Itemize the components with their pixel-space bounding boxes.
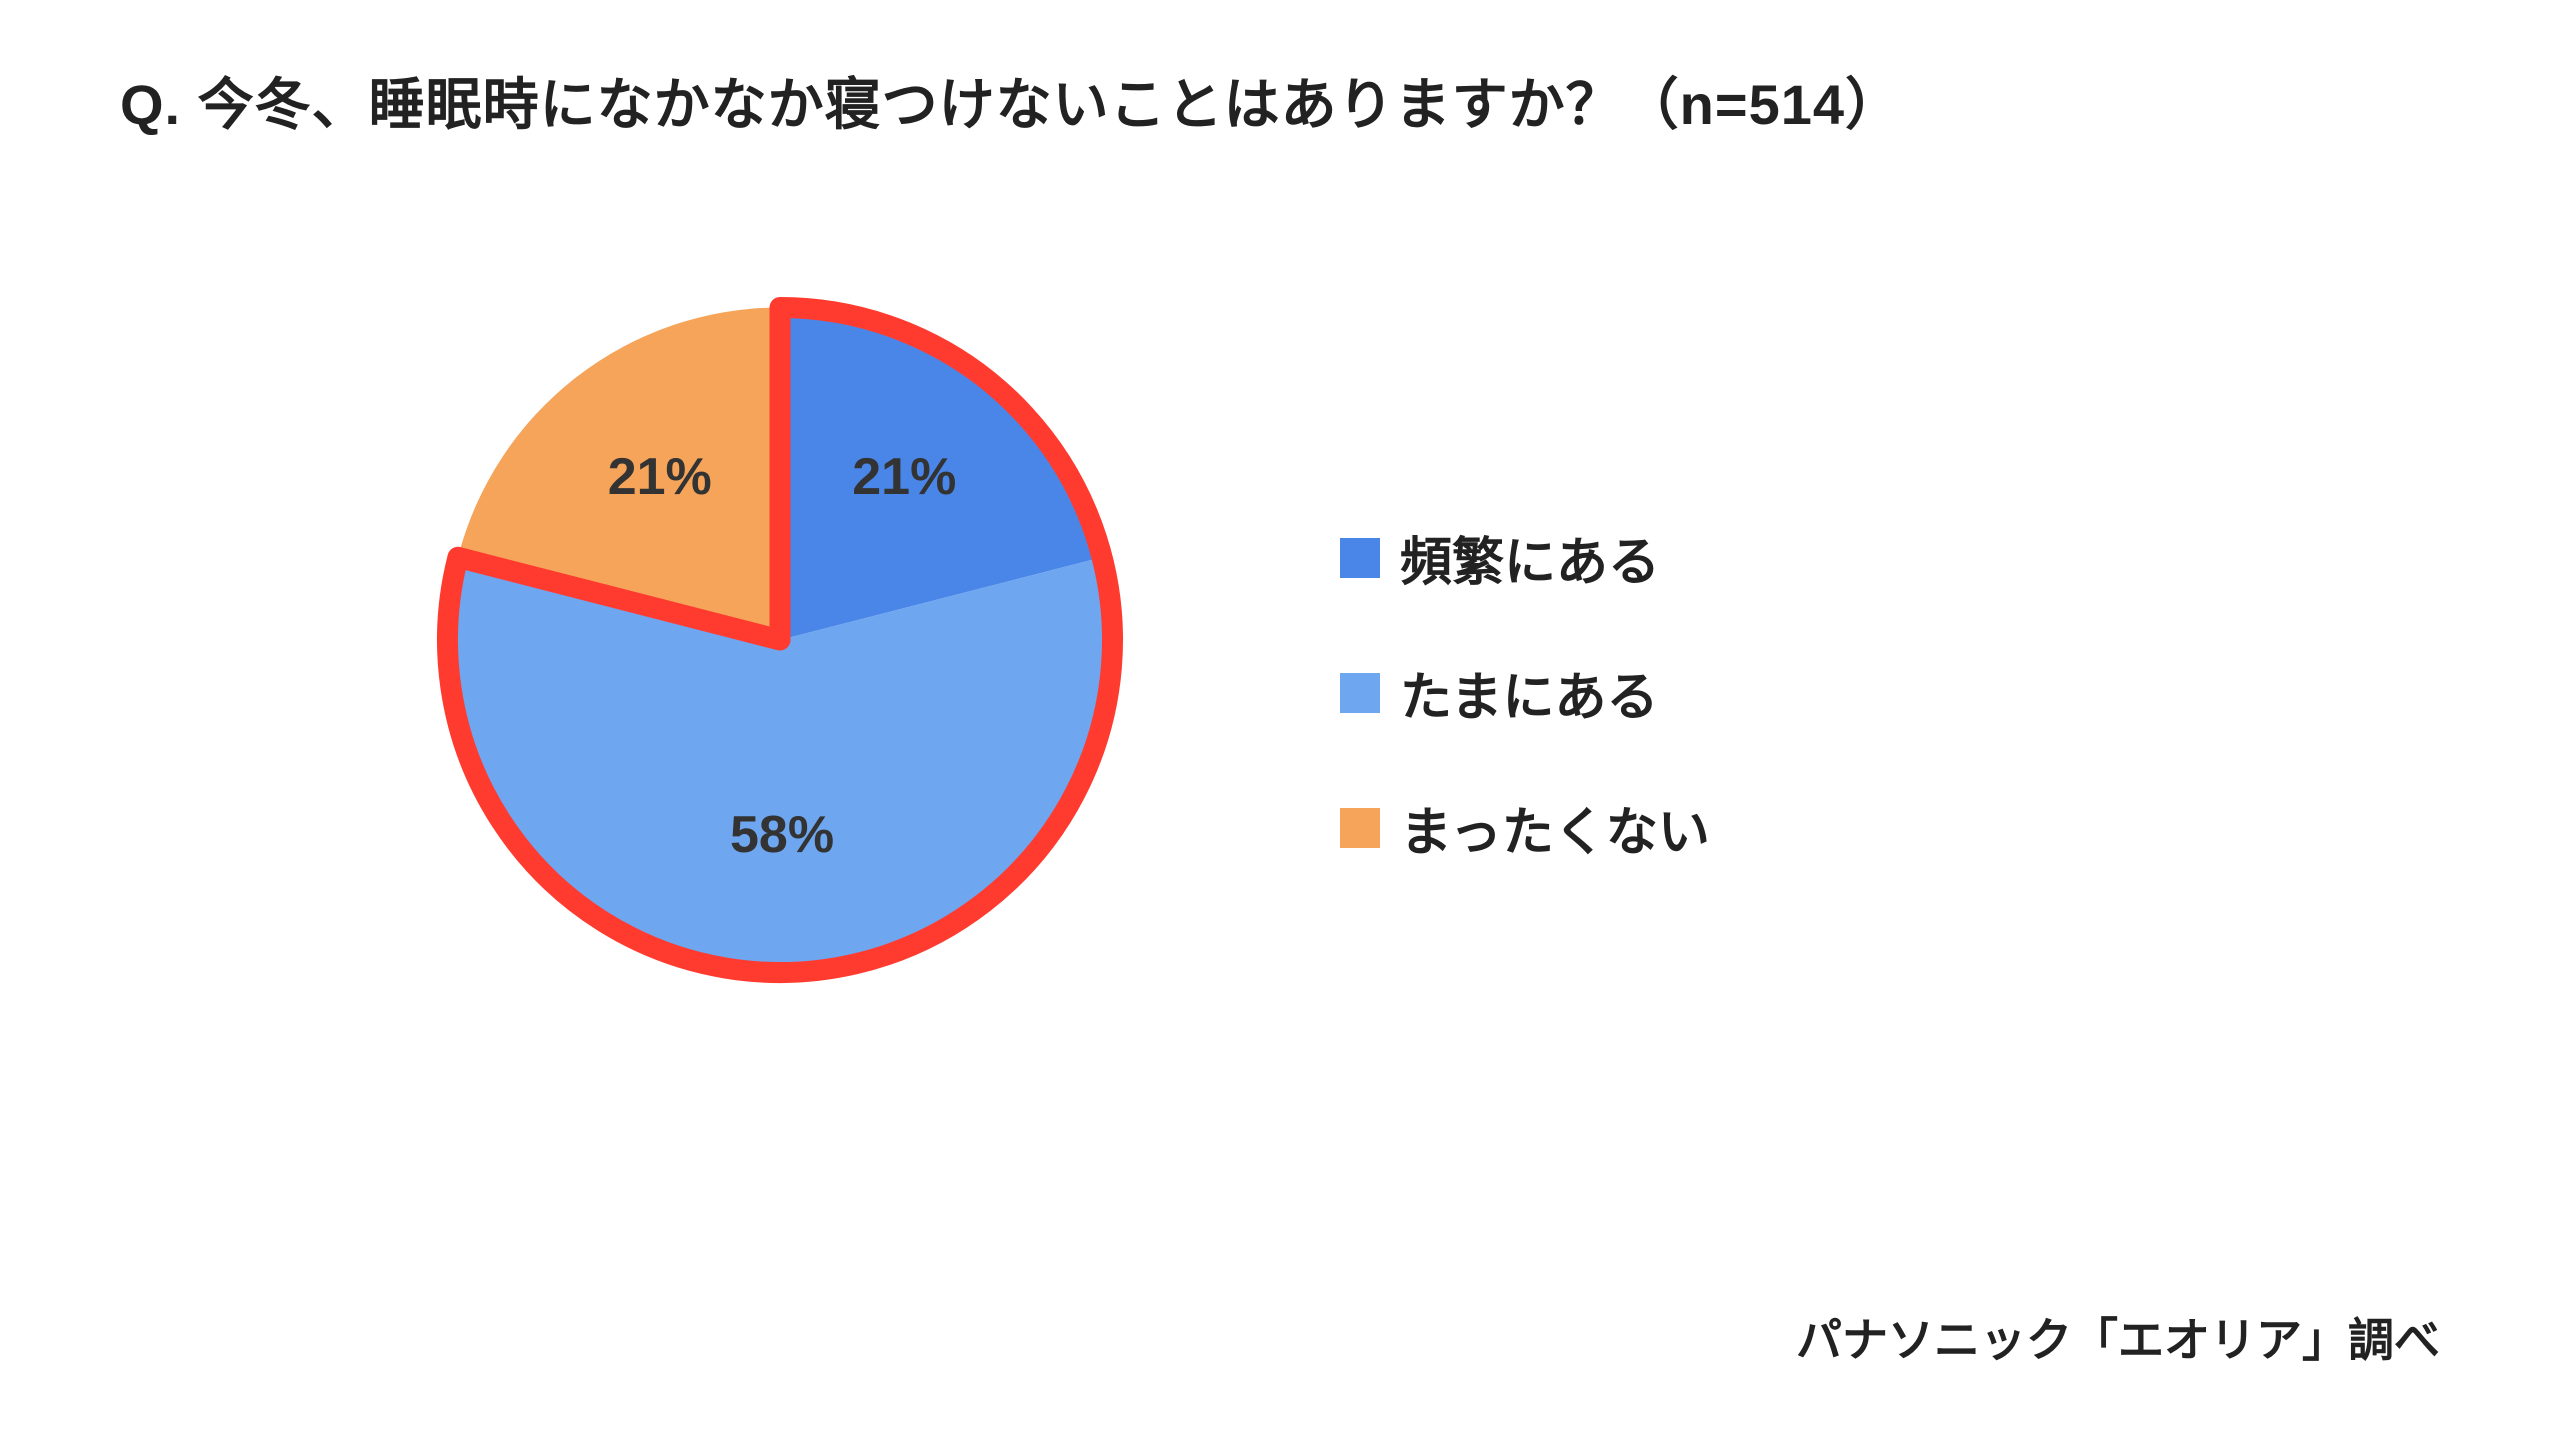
legend-swatch [1340, 673, 1380, 713]
legend-swatch [1340, 808, 1380, 848]
legend-item: たまにある [1340, 655, 1710, 730]
chart-credit: パナソニック「エオリア」調べ [1796, 1304, 2440, 1370]
pie-slice-label: 58% [730, 805, 834, 865]
legend: 頻繁にあるたまにあるまったくない [1340, 520, 1710, 925]
legend-item: 頻繁にある [1340, 520, 1710, 595]
legend-label: たまにある [1400, 655, 1658, 730]
chart-title: Q. 今冬、睡眠時になかなか寝つけないことはありますか？（n=514） [120, 60, 1902, 141]
legend-label: まったくない [1400, 790, 1710, 865]
legend-swatch [1340, 538, 1380, 578]
pie-chart: 21% 58% 21% [430, 290, 1130, 990]
pie-slice-label: 21% [852, 447, 956, 507]
pie-slice-label: 21% [608, 447, 712, 507]
legend-label: 頻繁にある [1400, 520, 1660, 595]
pie-svg [430, 290, 1130, 990]
legend-item: まったくない [1340, 790, 1710, 865]
